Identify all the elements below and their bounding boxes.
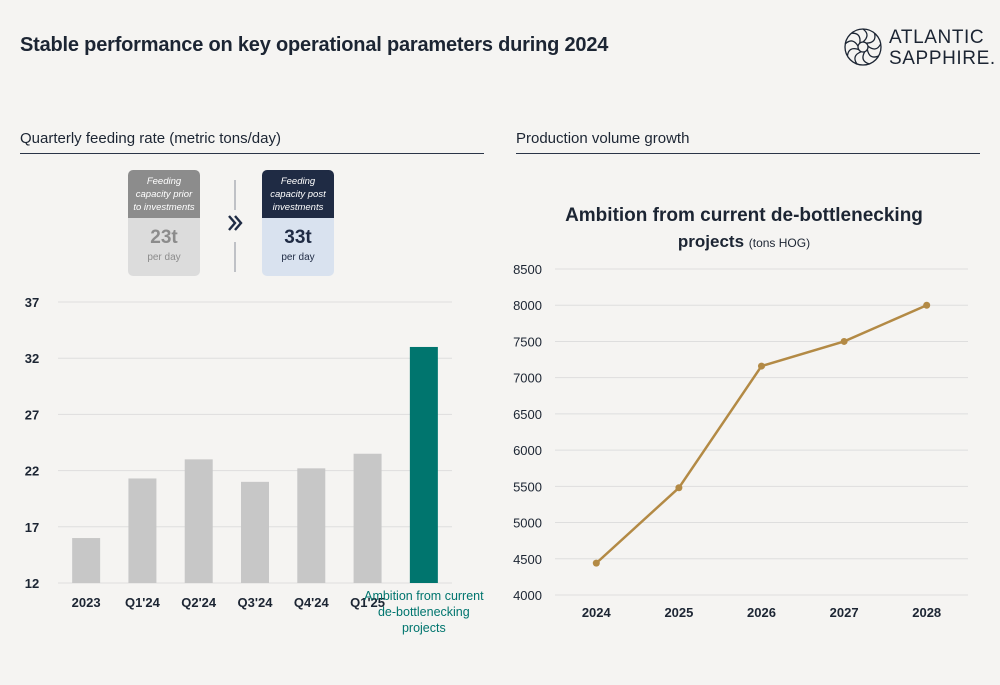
line-y-tick-label: 7000	[513, 371, 542, 386]
bar-x-tick-label: Q2'24	[181, 595, 217, 610]
bar-x-tick-label: Q1'24	[125, 595, 161, 610]
logo-line-1: ATLANTIC	[889, 27, 985, 48]
production-series-line	[595, 304, 928, 565]
line-y-tick-label: 8500	[513, 262, 542, 277]
line-y-tick-label: 5500	[513, 479, 542, 494]
right-section-title: Production volume growth	[516, 130, 690, 147]
line-point	[675, 484, 683, 492]
line-x-tick-label: 2025	[664, 605, 693, 620]
line-x-tick-label: 2028	[912, 605, 941, 620]
line-point	[840, 337, 848, 345]
capacity-after-label: Feeding capacity post investments	[262, 170, 334, 218]
line-point	[923, 301, 931, 309]
bar-y-tick-label: 22	[25, 464, 39, 479]
logo-rosette-icon	[844, 28, 882, 66]
bar	[241, 481, 269, 583]
line-chart-title-line-2: projects (tons HOG)	[678, 232, 810, 251]
line-x-tick-label: 2024	[582, 605, 612, 620]
capacity-after-unit: per day	[281, 252, 315, 263]
bar-y-tick-label: 27	[25, 407, 39, 422]
line-point	[592, 559, 600, 567]
line-y-tick-label: 4000	[513, 588, 542, 603]
bar-y-tick-label: 32	[25, 351, 39, 366]
line-point	[758, 362, 765, 370]
bar	[128, 478, 157, 583]
logo-line-2: SAPPHIRE.	[889, 48, 996, 69]
line-y-tick-label: 5000	[513, 516, 542, 531]
capacity-before-value: 23t	[150, 227, 178, 248]
left-section-divider	[20, 153, 484, 154]
capacity-after-card: Feeding capacity post investments 33t pe…	[262, 170, 334, 276]
bar	[297, 468, 326, 583]
line-y-tick-label: 7500	[513, 334, 542, 349]
bar-x-tick-label: Q4'24	[294, 595, 330, 610]
bar-x-tick-label: Ambition from current de-bottlenecking pro…	[364, 589, 484, 635]
capacity-before-unit: per day	[147, 252, 181, 263]
company-logo: ATLANTIC SAPPHIRE.	[844, 24, 995, 74]
right-section-divider	[516, 153, 980, 154]
logo-wordmark: ATLANTIC SAPPHIRE.	[889, 27, 996, 69]
line-y-tick-label: 6000	[513, 443, 542, 458]
bar	[72, 538, 101, 583]
left-section-title: Quarterly feeding rate (metric tons/day)	[20, 130, 281, 147]
bar	[353, 453, 382, 583]
bar	[184, 459, 213, 583]
bar-y-tick-label: 12	[25, 576, 39, 591]
line-x-tick-label: 2027	[830, 605, 859, 620]
line-y-tick-label: 4500	[513, 552, 542, 567]
feeding-rate-bar-chart: 12 17 22 27 32 37 2023 Q1'24 Q2'24 Q3'24 Q4'24 Q1'2…	[25, 295, 484, 635]
capacity-before-label: Feeding capacity prior to investments	[128, 170, 200, 218]
production-line-chart: Ambition from current de-bottlenecking pr…	[513, 205, 968, 620]
line-y-tick-label: 8000	[513, 298, 542, 313]
bar-y-tick-label: 37	[25, 295, 39, 310]
line-y-tick-label: 6500	[513, 407, 542, 422]
line-chart-title-line-1: Ambition from current de-bottlenecking	[565, 205, 923, 226]
bar-x-tick-label: Q3'24	[238, 595, 274, 610]
chevron-right-icon	[228, 180, 243, 272]
bar-x-tick-label: 2023	[72, 595, 101, 610]
bar-x-tick-label: Q1'25	[350, 595, 385, 610]
bar	[409, 346, 438, 583]
capacity-before-card: Feeding capacity prior to investments 23…	[128, 170, 200, 276]
line-x-tick-label: 2026	[747, 605, 776, 620]
bar-y-tick-label: 17	[25, 520, 39, 535]
page-title: Stable performance on key operational pa…	[20, 34, 609, 56]
capacity-after-value: 33t	[284, 227, 312, 248]
